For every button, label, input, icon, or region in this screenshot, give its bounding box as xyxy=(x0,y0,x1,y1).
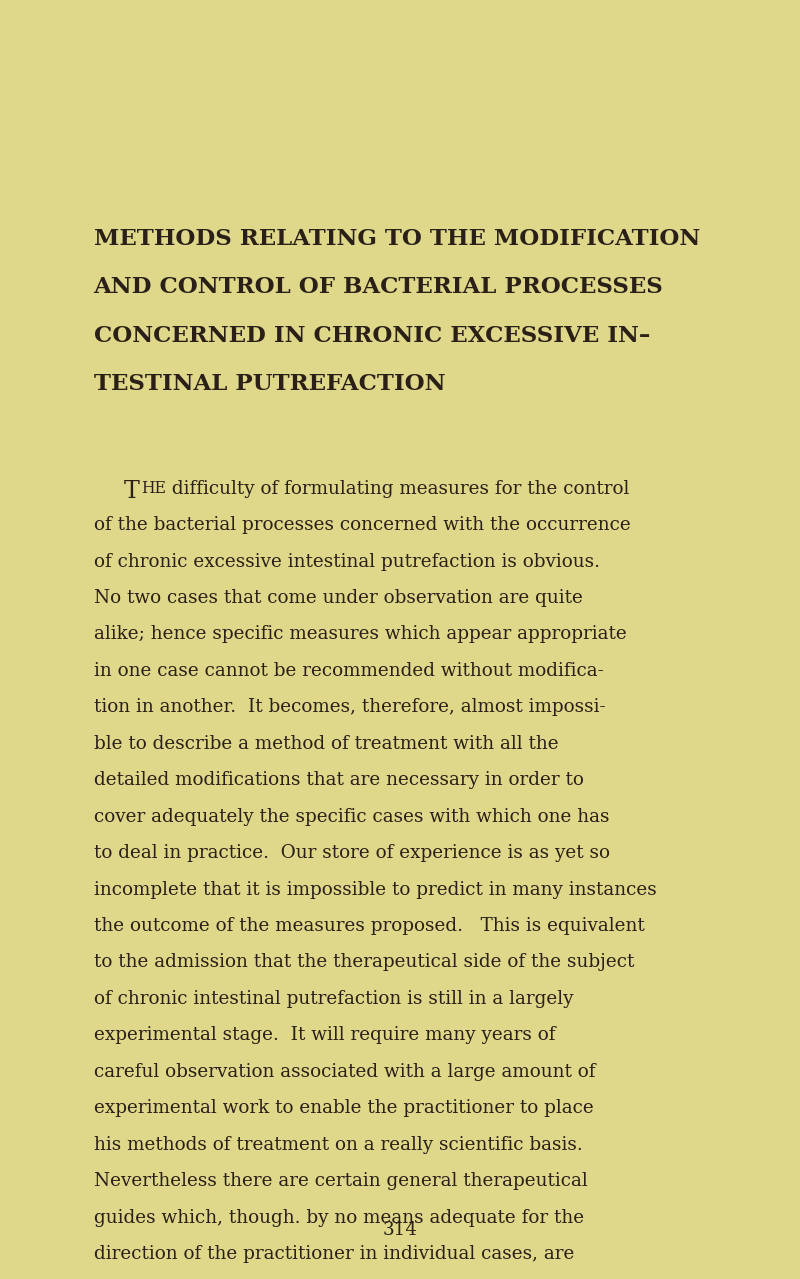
Text: 314: 314 xyxy=(382,1221,418,1239)
Text: of chronic intestinal putrefaction is still in a largely: of chronic intestinal putrefaction is st… xyxy=(94,990,574,1008)
Text: T: T xyxy=(124,480,140,503)
Text: cover adequately the specific cases with which one has: cover adequately the specific cases with… xyxy=(94,808,610,826)
Text: incomplete that it is impossible to predict in many instances: incomplete that it is impossible to pred… xyxy=(94,880,657,899)
Text: to deal in practice.  Our store of experience is as yet so: to deal in practice. Our store of experi… xyxy=(94,844,610,862)
Text: experimental work to enable the practitioner to place: experimental work to enable the practiti… xyxy=(94,1100,594,1118)
Text: CONCERNED IN CHRONIC EXCESSIVE IN–: CONCERNED IN CHRONIC EXCESSIVE IN– xyxy=(94,325,650,347)
Text: to the admission that the therapeutical side of the subject: to the admission that the therapeutical … xyxy=(94,954,634,972)
Text: Nevertheless there are certain general therapeutical: Nevertheless there are certain general t… xyxy=(94,1172,588,1191)
Text: experimental stage.  It will require many years of: experimental stage. It will require many… xyxy=(94,1026,556,1045)
Text: No two cases that come under observation are quite: No two cases that come under observation… xyxy=(94,588,583,608)
Text: tion in another.  It becomes, therefore, almost impossi-: tion in another. It becomes, therefore, … xyxy=(94,698,606,716)
Text: METHODS RELATING TO THE MODIFICATION: METHODS RELATING TO THE MODIFICATION xyxy=(94,228,700,249)
Text: careful observation associated with a large amount of: careful observation associated with a la… xyxy=(94,1063,596,1081)
Text: direction of the practitioner in individual cases, are: direction of the practitioner in individ… xyxy=(94,1246,574,1264)
Text: alike; hence specific measures which appear appropriate: alike; hence specific measures which app… xyxy=(94,625,627,643)
Text: difficulty of formulating measures for the control: difficulty of formulating measures for t… xyxy=(166,480,630,498)
Text: AND CONTROL OF BACTERIAL PROCESSES: AND CONTROL OF BACTERIAL PROCESSES xyxy=(94,276,663,298)
Text: of the bacterial processes concerned with the occurrence: of the bacterial processes concerned wit… xyxy=(94,515,631,535)
Text: detailed modifications that are necessary in order to: detailed modifications that are necessar… xyxy=(94,771,584,789)
Text: HE: HE xyxy=(142,480,166,496)
Text: of chronic excessive intestinal putrefaction is obvious.: of chronic excessive intestinal putrefac… xyxy=(94,553,600,570)
Text: his methods of treatment on a really scientific basis.: his methods of treatment on a really sci… xyxy=(94,1136,583,1154)
Text: guides which, though. by no means adequate for the: guides which, though. by no means adequa… xyxy=(94,1209,585,1227)
Text: ble to describe a method of treatment with all the: ble to describe a method of treatment wi… xyxy=(94,734,559,753)
Text: in one case cannot be recommended without modifica-: in one case cannot be recommended withou… xyxy=(94,663,604,680)
Text: the outcome of the measures proposed.   This is equivalent: the outcome of the measures proposed. Th… xyxy=(94,917,645,935)
Text: TESTINAL PUTREFACTION: TESTINAL PUTREFACTION xyxy=(94,373,445,395)
